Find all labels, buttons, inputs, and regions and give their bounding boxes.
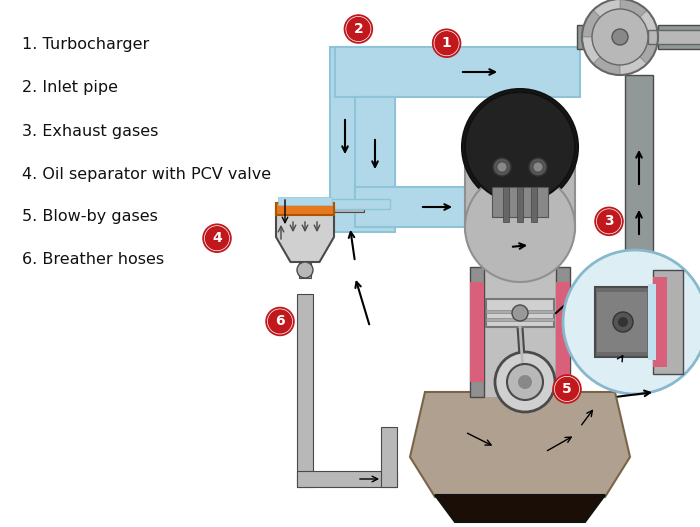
Polygon shape — [435, 495, 605, 522]
Circle shape — [594, 207, 624, 236]
Wedge shape — [620, 10, 658, 37]
Circle shape — [495, 352, 555, 412]
Bar — [299, 248, 311, 278]
Bar — [486, 299, 554, 327]
Bar — [355, 187, 490, 227]
Bar — [595, 287, 650, 357]
Polygon shape — [410, 392, 630, 497]
Text: 5. Blow-by gases: 5. Blow-by gases — [22, 209, 158, 224]
Wedge shape — [620, 37, 647, 75]
Bar — [492, 187, 548, 217]
Bar — [625, 75, 653, 287]
Bar — [503, 187, 509, 222]
Bar — [517, 187, 523, 222]
Wedge shape — [593, 0, 620, 37]
Text: 1. Turbocharger: 1. Turbocharger — [22, 37, 149, 52]
Bar — [355, 97, 395, 227]
Wedge shape — [582, 10, 620, 37]
Text: 3: 3 — [604, 214, 614, 228]
Bar — [653, 270, 683, 374]
Circle shape — [202, 223, 232, 253]
Circle shape — [465, 172, 575, 282]
Bar — [556, 282, 570, 382]
Bar — [531, 187, 537, 222]
Bar — [486, 318, 554, 321]
Circle shape — [346, 16, 371, 42]
Bar — [653, 277, 667, 367]
Circle shape — [507, 364, 543, 400]
Circle shape — [554, 376, 580, 402]
Bar — [330, 47, 395, 232]
Bar — [577, 25, 587, 49]
Circle shape — [434, 31, 459, 56]
Wedge shape — [582, 37, 620, 64]
Circle shape — [265, 307, 295, 336]
Wedge shape — [620, 37, 658, 64]
Circle shape — [497, 162, 507, 172]
Text: 5: 5 — [562, 382, 572, 396]
Text: 6: 6 — [275, 315, 285, 328]
Circle shape — [512, 305, 528, 321]
Bar — [278, 197, 332, 205]
Bar — [648, 30, 700, 44]
Bar — [381, 427, 397, 487]
Circle shape — [563, 250, 700, 394]
Text: 3. Exhaust gases: 3. Exhaust gases — [22, 124, 158, 139]
Bar — [658, 25, 700, 49]
Circle shape — [297, 262, 313, 278]
Circle shape — [618, 317, 628, 327]
Bar — [470, 267, 484, 397]
Bar — [486, 310, 554, 313]
Text: 4. Oil separator with PCV valve: 4. Oil separator with PCV valve — [22, 167, 271, 182]
Wedge shape — [620, 0, 647, 37]
Circle shape — [344, 14, 373, 44]
Circle shape — [612, 29, 628, 45]
Circle shape — [518, 375, 532, 389]
Circle shape — [462, 89, 578, 205]
Bar — [297, 471, 397, 487]
Circle shape — [204, 226, 230, 251]
Wedge shape — [593, 37, 620, 75]
Bar — [470, 326, 570, 397]
Bar — [597, 292, 647, 352]
Circle shape — [493, 158, 511, 176]
Circle shape — [592, 9, 648, 65]
Bar — [335, 47, 580, 97]
Bar — [334, 200, 364, 212]
Circle shape — [596, 209, 622, 234]
Bar — [484, 267, 556, 397]
Circle shape — [552, 374, 582, 404]
Circle shape — [267, 309, 293, 334]
Bar — [556, 267, 570, 397]
Bar — [310, 199, 390, 209]
Text: 2: 2 — [354, 22, 363, 36]
Text: 6. Breather hoses: 6. Breather hoses — [22, 252, 164, 267]
Polygon shape — [465, 227, 575, 262]
Text: 1: 1 — [442, 36, 452, 50]
Circle shape — [465, 92, 575, 202]
Circle shape — [613, 312, 633, 332]
Bar — [465, 142, 575, 227]
Bar — [470, 282, 484, 382]
Bar — [297, 294, 313, 487]
Bar — [276, 203, 334, 215]
Circle shape — [432, 28, 461, 58]
Circle shape — [529, 158, 547, 176]
Circle shape — [533, 162, 543, 172]
Polygon shape — [276, 207, 334, 262]
Bar — [648, 284, 656, 360]
Text: 2. Inlet pipe: 2. Inlet pipe — [22, 80, 118, 95]
Text: 4: 4 — [212, 231, 222, 245]
